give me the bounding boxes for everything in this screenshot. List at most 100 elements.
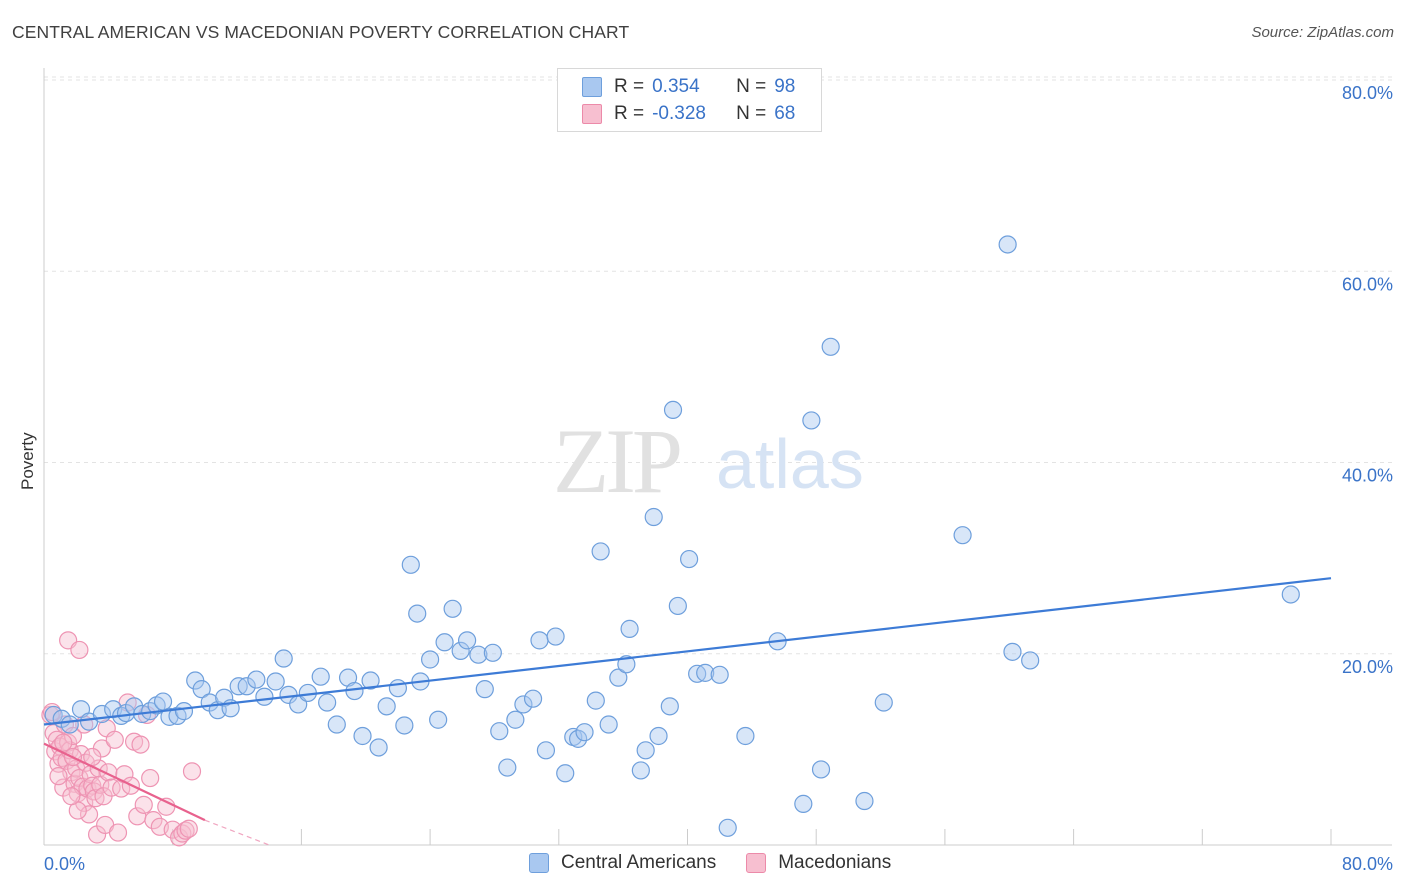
central-american-point (530, 631, 549, 650)
central-american-point (345, 681, 364, 701)
legend-row-macedonian: R = -0.328 N = 68 (582, 102, 795, 126)
y-tick-label: 40.0% (1342, 466, 1393, 486)
central-american-point (680, 549, 699, 569)
central-american-point (514, 695, 533, 714)
legend-r-label: R = (614, 103, 645, 124)
bottom-legend-macedonian[interactable]: Macedonians (746, 852, 891, 874)
central-american-point (318, 693, 337, 712)
macedonian-point (105, 730, 124, 749)
legend-n-value: 98 (774, 76, 796, 97)
central-american-point (736, 726, 755, 746)
central-american-point (458, 631, 477, 650)
central-american-point (668, 596, 687, 616)
central-american-point (443, 599, 462, 618)
central-american-point (395, 716, 414, 735)
central-american-point (591, 542, 610, 561)
legend-r-value: 0.354 (652, 76, 700, 97)
macedonian-point (134, 795, 153, 814)
central-american-point (353, 726, 372, 746)
legend-n-value: 68 (774, 103, 796, 124)
central-american-point (408, 604, 427, 623)
central-american-point (953, 526, 972, 545)
central-american-point (475, 680, 494, 699)
central-american-point (599, 715, 618, 734)
macedonian-point (102, 778, 121, 797)
macedonian-point (108, 823, 128, 842)
central-american-point (429, 710, 448, 729)
central-american-point (490, 722, 509, 741)
source-label: Source: ZipAtlas.com (1251, 24, 1394, 41)
central-american-point (575, 723, 594, 742)
chart-title: CENTRAL AMERICAN VS MACEDONIAN POVERTY C… (12, 22, 630, 42)
central-american-point (60, 715, 79, 734)
central-american-point (710, 665, 729, 684)
macedonian-trendline-extension (204, 819, 270, 846)
central-american-point (237, 677, 256, 696)
legend-swatch-central (582, 77, 602, 97)
central-american-point (421, 650, 440, 669)
central-american-point (469, 645, 488, 664)
central-american-point (631, 761, 650, 780)
bottom-legend-label-central: Central Americans (561, 852, 717, 873)
legend-row-central: R = 0.354 N = 98 (582, 75, 795, 99)
central-american-point (802, 411, 821, 430)
bottom-legend: Central Americans Macedonians (529, 852, 921, 874)
central-american-point (1003, 642, 1022, 661)
central-american-point (586, 691, 605, 710)
bottom-legend-label-macedonian: Macedonians (778, 852, 892, 873)
macedonian-point (144, 811, 163, 830)
central-american-point (377, 697, 396, 716)
central-american-point (255, 687, 274, 706)
central-american-point (855, 791, 874, 811)
central-american-point (435, 633, 454, 652)
central-american-point (569, 729, 588, 748)
y-tick-label: 20.0% (1342, 657, 1393, 677)
central-american-point (644, 507, 663, 527)
central-american-point (1281, 585, 1300, 604)
central-american-point (327, 715, 346, 734)
legend-swatch-macedonian (582, 104, 602, 124)
central-american-point (451, 641, 470, 660)
central-american-point (636, 741, 655, 760)
central-american-point (311, 667, 330, 686)
central-american-point (215, 688, 234, 707)
central-american-point (536, 741, 556, 760)
central-american-point (649, 726, 668, 746)
macedonian-point (42, 702, 62, 722)
central-american-point (620, 619, 639, 638)
central-american-point (617, 655, 636, 674)
central-american-point (247, 670, 266, 689)
macedonian-point (49, 767, 68, 786)
central-american-point (556, 764, 575, 783)
x-tick-label: 0.0% (44, 854, 85, 874)
central-american-point (718, 818, 737, 837)
central-american-point (266, 672, 285, 691)
central-american-point (874, 693, 893, 712)
macedonian-point (182, 762, 202, 781)
legend-n-label: N = (736, 76, 767, 97)
bottom-legend-central[interactable]: Central Americans (529, 852, 716, 874)
central-american-point (998, 235, 1017, 254)
central-american-point (821, 337, 840, 356)
central-american-trendline (43, 577, 1332, 726)
legend-r-value: -0.328 (652, 103, 706, 124)
central-american-point (361, 671, 380, 690)
central-american-point (609, 668, 628, 687)
central-american-point (663, 400, 683, 420)
macedonian-point (131, 735, 150, 754)
macedonian-trendline (43, 742, 206, 822)
legend-box: R = 0.354 N = 98 R = -0.328 N = 68 (557, 68, 822, 132)
central-american-point (153, 692, 173, 711)
watermark-atlas: atlas (716, 425, 864, 503)
central-american-point (696, 663, 715, 682)
central-american-point (388, 679, 408, 698)
y-tick-label: 80.0% (1342, 83, 1393, 103)
macedonian-point (176, 821, 195, 840)
central-american-point (174, 702, 194, 721)
macedonian-point (62, 787, 81, 806)
legend-n-label: N = (736, 103, 767, 124)
macedonian-point (54, 733, 73, 752)
watermark-zip: ZIP (553, 410, 680, 512)
legend-r-label: R = (614, 76, 645, 97)
